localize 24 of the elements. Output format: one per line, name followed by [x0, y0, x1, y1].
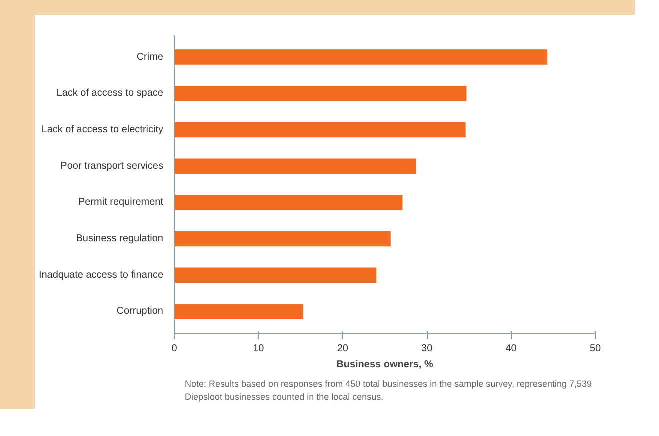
- y-tick-label: Corruption: [116, 306, 164, 318]
- y-tick-label: Crime: [136, 52, 164, 63]
- x-tick-label: 10: [253, 344, 265, 354]
- y-tick-label: Lack of access to space: [56, 88, 164, 100]
- bar: [174, 304, 304, 320]
- y-tick-label: Permit requirement: [78, 197, 164, 208]
- y-tick-label: Poor transport services: [60, 160, 164, 172]
- x-tick-label: 40: [506, 344, 518, 354]
- x-tick-label: 30: [422, 344, 434, 354]
- bar: [174, 268, 377, 283]
- y-tick-label: Lack of access to electricity: [42, 124, 164, 136]
- x-axis-title: Business owners, %: [336, 360, 434, 370]
- bar: [174, 50, 548, 65]
- text: Note: Results based on responses from 450 total businesses in the sample survey, representing 7,539 Diepsloot businesses counted in the local census.: [185, 378, 594, 404]
- x-tick-label: 0: [172, 344, 178, 354]
- x-tick-label: 50: [590, 344, 602, 354]
- bar: [174, 158, 416, 174]
- bar: [174, 122, 466, 138]
- y-tick-label: Business regulation: [76, 234, 164, 245]
- x-tick-label: 20: [337, 344, 349, 354]
- bar: [174, 231, 391, 247]
- bar: [174, 86, 467, 102]
- y-tick-label: Inadquate access to finance: [38, 270, 164, 281]
- bar: [174, 195, 403, 210]
